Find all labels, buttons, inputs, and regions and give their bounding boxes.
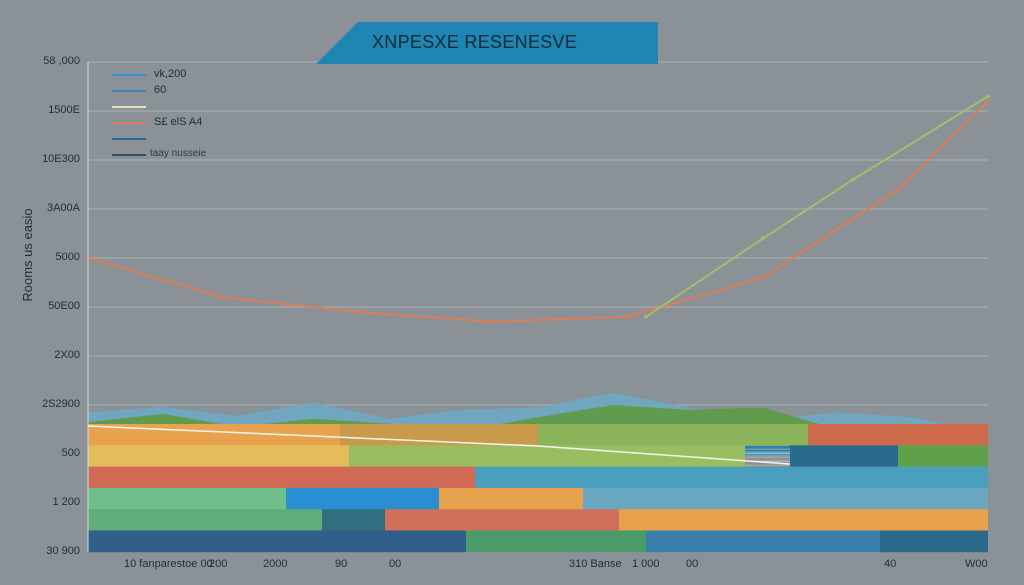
- bar-segment: [286, 487, 439, 510]
- x-tick-label: 00: [686, 558, 699, 570]
- bar-segment: [646, 530, 880, 553]
- bar-rows: [87, 424, 988, 553]
- y-tick-label: 2X00: [54, 349, 80, 361]
- bar-segment: [385, 509, 619, 531]
- y-tick-label: 50E00: [48, 300, 80, 312]
- line-point: [221, 295, 225, 300]
- y-tick-label: 5000: [55, 251, 80, 263]
- line-point: [491, 319, 495, 324]
- line-point: [356, 310, 360, 314]
- bar-segment: [583, 487, 988, 510]
- chart-title: XNPESXE RESENESVE: [372, 32, 578, 52]
- bar-segment: [790, 445, 898, 468]
- line-point: [986, 94, 990, 99]
- title-banner-shape: [316, 22, 658, 64]
- bar-segment: [88, 487, 286, 510]
- legend-label: 60: [154, 84, 167, 96]
- line-point: [851, 177, 855, 182]
- bar-segment: [88, 530, 466, 553]
- bar-segment: [538, 424, 808, 446]
- highlight-line: [87, 425, 791, 465]
- bar-segment: [322, 509, 385, 531]
- legend-label: taay nusseie: [150, 148, 207, 159]
- bar-segment: [340, 424, 538, 446]
- x-tick-label: 90: [335, 558, 348, 570]
- legend-label: S£ elS A4: [154, 116, 203, 128]
- x-tick-label: 10 fanparestoe 00: [124, 558, 213, 570]
- y-tick-label: 10E300: [42, 153, 80, 165]
- bar-segment: [880, 530, 988, 553]
- bar-segment: [808, 424, 988, 446]
- lines: [86, 94, 990, 324]
- bar-segment: [88, 445, 349, 468]
- bar-segment: [349, 445, 745, 468]
- y-tick-label: 1 200: [52, 496, 80, 508]
- bar-segment: [88, 466, 475, 489]
- x-tick-label: W00: [965, 558, 988, 570]
- x-tick-label: 200: [209, 558, 228, 570]
- y-tick-label: 2S2900: [42, 398, 80, 410]
- y-tick-label: 500: [61, 447, 80, 459]
- x-tick-label: 40: [884, 558, 897, 570]
- legend-swatches: [112, 74, 146, 156]
- bar-segment: [898, 445, 988, 468]
- x-tick-label: 310 Banse: [569, 558, 622, 570]
- line-series-0: [87, 100, 989, 323]
- bar-segment: [619, 509, 988, 531]
- line-point: [986, 99, 990, 103]
- x-tick-label: 1 000: [632, 558, 660, 570]
- x-tick-label: 2000: [263, 558, 288, 570]
- line-point: [626, 315, 630, 319]
- y-tick-label: 1500E: [48, 104, 80, 116]
- line-series-1: [645, 95, 989, 318]
- y-tick-label: 3A00A: [46, 202, 80, 214]
- line-point: [644, 315, 648, 319]
- title-banner: [316, 22, 658, 64]
- line-point: [896, 187, 900, 192]
- x-tick-label: 00: [389, 558, 402, 570]
- bar-segment: [475, 466, 988, 489]
- bar-segment: [88, 509, 322, 531]
- bar-segment: [466, 530, 646, 553]
- line-point: [761, 275, 765, 280]
- legend-label: vk,200: [154, 68, 187, 80]
- line-point: [761, 236, 765, 241]
- y-tick-label: 58 ,000: [43, 55, 80, 67]
- bar-segment: [439, 487, 583, 510]
- y-tick-label: 30 900: [46, 545, 80, 557]
